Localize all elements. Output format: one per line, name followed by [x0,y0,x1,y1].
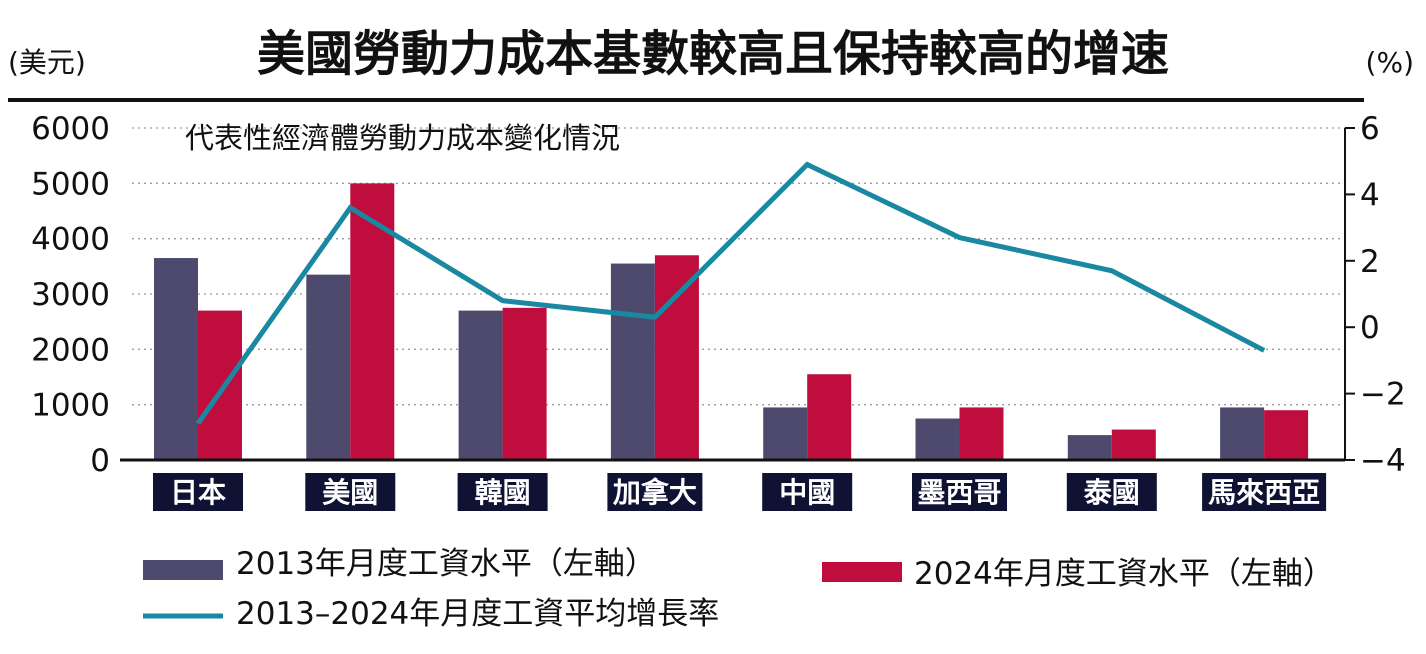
category-label: 加拿大 [613,476,697,509]
category-label-box [762,473,853,511]
category-label-box [1066,473,1157,511]
left-axis-tick-label: 1000 [31,388,110,424]
left-axis-tick-label: 4000 [31,222,110,258]
bar-2024 [198,310,242,460]
chart-subtitle: 代表性經濟體勞動力成本變化情況 [185,121,620,155]
category-label: 泰國 [1084,476,1140,509]
legend-swatch-2 [822,562,902,582]
bar-2013 [458,310,503,460]
right-axis-tick-label: 2 [1360,244,1380,280]
legend: 2013年月度工資水平（左軸） 2024年月度工資水平（左軸） 2013–2024年… [143,546,1334,632]
left-axis-unit-label: (美元) [8,46,86,79]
right-axis-tick-label: −2 [1360,377,1406,413]
bar-2024 [807,374,852,460]
right-axis-tick-label: 4 [1360,177,1380,213]
bar-2024 [959,407,1004,460]
bar-2013 [1220,407,1265,460]
bar-2024 [350,183,395,461]
growth-rate-line [195,161,1266,425]
category-label: 美國 [322,476,378,509]
chart-title: 美國勞動力成本基數較高且保持較高的增速 [257,26,1169,82]
category-label: 日本 [170,476,226,509]
category-label: 中國 [779,476,835,509]
bar-2024 [654,255,699,460]
bar-2024 [502,307,547,460]
bar-2024 [1111,429,1156,460]
bar-layer [154,183,1309,461]
left-axis-tick-label: 3000 [31,277,110,313]
category-label-box [305,473,396,511]
legend-label: 2024年月度工資水平（左軸） [914,556,1334,592]
legend-label: 2013–2024年月度工資平均增長率 [236,596,719,632]
title-rule [8,98,1364,102]
right-axis-tick-label: 6 [1360,111,1380,147]
category-label-box [1202,473,1327,511]
right-axis-unit-label: (%) [1366,46,1414,79]
category-label-box [912,473,1007,511]
left-axis-tick-label: 6000 [31,111,110,147]
category-label-box [607,473,703,511]
left-axis-tick-label: 2000 [31,332,110,368]
category-label: 馬來西亞 [1208,476,1320,509]
right-axis-tick-label: 0 [1360,310,1380,346]
bar-2013 [306,274,351,460]
line-layer [195,161,1266,425]
category-label: 墨西哥 [917,476,1001,509]
left-axis-tick-label: 5000 [31,166,110,202]
bar-2013 [154,258,198,460]
bar-2013 [763,407,808,460]
grid-lines [132,127,1345,406]
category-label-box [457,473,548,511]
right-axis-tick-label: −4 [1360,443,1406,479]
legend-swatch-1 [143,560,223,580]
left-axis-tick-label: 0 [90,443,110,479]
bar-2013 [1067,435,1112,460]
category-label: 韓國 [475,476,531,509]
legend-label: 2013年月度工資水平（左軸） [236,546,656,582]
bar-2013 [610,263,655,460]
bar-2013 [915,418,960,460]
axis-layer: 0 1000 2000 3000 4000 5000 6000 −4 −2 0 2 4 6 日本 美國 韓國 加… [31,111,1406,511]
bar-2024 [1264,410,1309,460]
category-label-box [153,473,243,511]
